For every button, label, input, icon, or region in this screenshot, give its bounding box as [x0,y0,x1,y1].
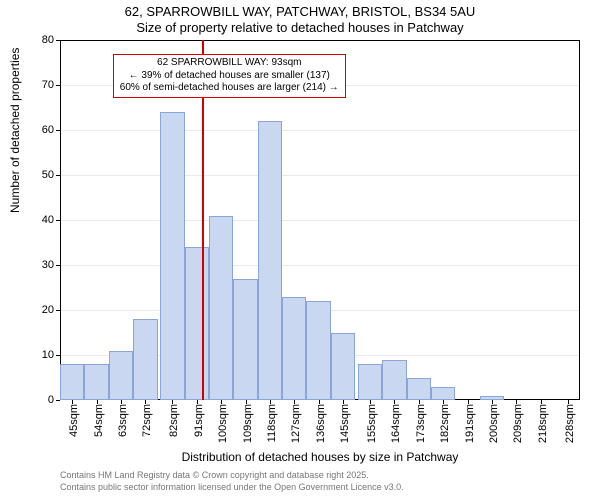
histogram-bar [331,333,355,401]
xtick-label: 118sqm [266,404,278,442]
plot-area: 0102030405060708045sqm54sqm63sqm72sqm82s… [60,40,580,400]
histogram-bar [233,279,257,401]
histogram-bar [133,319,157,400]
xtick-label: 209sqm [512,404,524,443]
annotation-box: 62 SPARROWBILL WAY: 93sqm← 39% of detach… [113,54,346,98]
xtick-label: 200sqm [488,404,500,443]
ytick-label: 80 [42,34,60,46]
xtick-label: 182sqm [439,404,451,443]
xtick-label: 82sqm [168,404,180,437]
histogram-bar [382,360,406,401]
histogram-bar [431,387,455,401]
x-axis-label: Distribution of detached houses by size … [60,450,580,464]
chart-title-line2: Size of property relative to detached ho… [0,20,600,35]
attribution-line2: Contains public sector information licen… [60,482,580,492]
ytick-label: 60 [42,124,60,136]
histogram-bar [358,364,382,400]
histogram-bar [185,247,209,400]
ytick-label: 70 [42,79,60,91]
histogram-bar [109,351,133,401]
ytick-label: 50 [42,169,60,181]
y-axis-label: Number of detached properties [8,48,22,213]
chart-container: 62, SPARROWBILL WAY, PATCHWAY, BRISTOL, … [0,0,600,500]
histogram-bar [306,301,330,400]
gridline [60,220,580,221]
xtick-label: 173sqm [415,404,427,443]
xtick-label: 91sqm [193,404,205,437]
xtick-label: 145sqm [339,404,351,443]
annotation-line3: 60% of semi-detached houses are larger (… [120,82,339,95]
histogram-bar [160,112,184,400]
gridline [60,265,580,266]
xtick-label: 218sqm [537,404,549,443]
xtick-label: 127sqm [290,404,302,443]
annotation-line1: 62 SPARROWBILL WAY: 93sqm [120,57,339,70]
histogram-bar [407,378,431,401]
histogram-bar [258,121,282,400]
xtick-label: 136sqm [315,404,327,443]
xtick-label: 63sqm [117,404,129,437]
ytick-label: 10 [42,349,60,361]
xtick-label: 54sqm [93,404,105,437]
gridline [60,130,580,131]
xtick-label: 155sqm [366,404,378,443]
histogram-bar [209,216,233,401]
xtick-label: 100sqm [217,404,229,443]
xtick-label: 228sqm [564,404,576,443]
xtick-label: 72sqm [141,404,153,437]
ytick-label: 40 [42,214,60,226]
ytick-label: 30 [42,259,60,271]
xtick-label: 191sqm [464,404,476,443]
chart-title-line1: 62, SPARROWBILL WAY, PATCHWAY, BRISTOL, … [0,4,600,19]
xtick-label: 164sqm [390,404,402,443]
ytick-label: 0 [48,394,60,406]
annotation-line2: ← 39% of detached houses are smaller (13… [120,70,339,83]
histogram-bar [84,364,108,400]
histogram-bar [282,297,306,401]
xtick-label: 45sqm [68,404,80,437]
ytick-label: 20 [42,304,60,316]
gridline [60,175,580,176]
xtick-label: 109sqm [242,404,254,443]
plot-border-top [60,40,580,41]
histogram-bar [60,364,84,400]
attribution-line1: Contains HM Land Registry data © Crown c… [60,470,580,480]
